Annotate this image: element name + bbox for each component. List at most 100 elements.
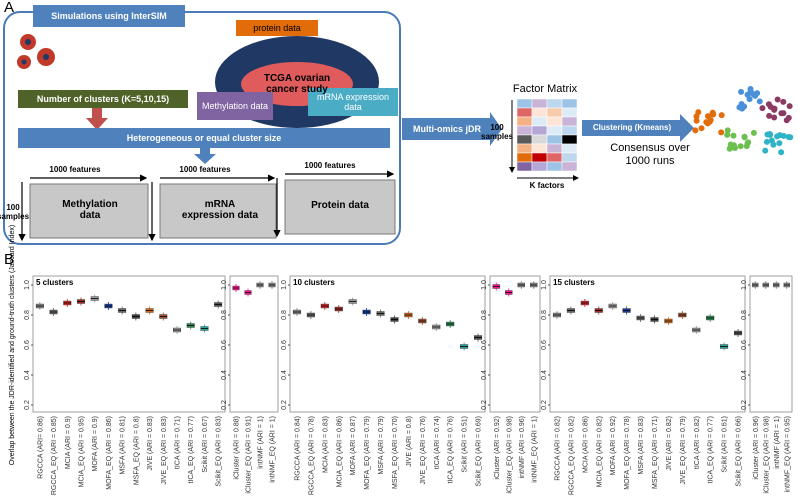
cluster-dot: [741, 134, 748, 141]
x-tick-label: Scikit_EQ (ARI = 0.83): [216, 416, 223, 487]
x-tick-label: tICA (ARI = 0.74): [434, 416, 441, 469]
x-tick-label: RGCCA (ARI = 0.82): [554, 416, 561, 481]
x-tick-label: intNMF_EQ (ARI = 1): [531, 416, 538, 483]
cluster-dot: [730, 142, 737, 149]
x-tick-label: MCIA (ARI = 0.86): [582, 416, 589, 473]
cluster-dot: [695, 109, 702, 116]
x-tick-label: Scikit (ARI = 0.51): [462, 416, 469, 473]
cluster-dot: [692, 127, 699, 134]
x-tick-label: MCIA_EQ (ARI = 0.95): [79, 416, 86, 487]
consensus-label: Consensus over 1000 runs: [610, 142, 690, 167]
cluster-dot: [778, 149, 785, 156]
y-tick-label: 0.6: [281, 340, 288, 350]
cluster-dot: [780, 110, 787, 117]
cluster-dot: [737, 143, 744, 150]
x-tick-label: MSFA (ARI = 0.81): [120, 416, 127, 475]
cluster-dot: [762, 147, 769, 154]
x-tick-label: MOFA_EQ (ARI = 0.86): [106, 416, 113, 490]
x-tick-label: MCIA_EQ (ARI = 0.86): [336, 416, 343, 487]
cluster-dot: [724, 127, 731, 134]
x-tick-label: MSFA_EQ (ARI = 0.71): [652, 416, 659, 489]
sim-box: [33, 5, 185, 27]
data-box-label: Methylation data: [62, 198, 118, 222]
cluster-dot: [750, 129, 757, 136]
data-box-label: Protein data: [311, 200, 369, 212]
y-tick-label: 0.2: [541, 400, 548, 410]
cluster-dot: [759, 105, 766, 112]
x-tick-label: RGCCA (ARI= 0.86): [37, 416, 44, 479]
sim-label: Simulations using InterSIM: [51, 10, 167, 21]
x-tick-label: RGCCA_EQ (ARI = 0.85): [51, 416, 58, 495]
panel-label: B: [4, 251, 15, 269]
y-tick-label: 0.6: [481, 340, 488, 350]
x-tick-label: MOFA (ARI = 0.92): [610, 416, 617, 475]
y-tick-label: 0.4: [741, 370, 748, 380]
jdr-arrow: [402, 112, 502, 146]
y-tick-label: 0.2: [221, 400, 228, 410]
cluster-dot: [776, 140, 783, 147]
hetero-banner: [18, 128, 390, 148]
cluster-dots: [692, 85, 794, 156]
plot-frame: [289, 275, 486, 413]
y-tick-label: 0.4: [221, 370, 228, 380]
clustering-label: Clustering (Kmeans): [592, 123, 672, 133]
data-box-label: mRNA expression data: [181, 198, 259, 222]
cluster-dot: [768, 137, 775, 144]
cluster-dot: [780, 98, 787, 105]
y-tick-label: 0.8: [24, 310, 31, 320]
y-tick-label: 1.0: [541, 280, 548, 290]
protein-box: [236, 20, 318, 36]
x-tick-label: MOFA (ARI = 0.87): [350, 416, 357, 475]
x-tick-label: iCluster (ARI = 0.92): [494, 416, 501, 480]
x-tick-label: RGCCA_EQ (ARI = 0.78): [308, 416, 315, 495]
x-tick-label: iCluster_EQ (ARI = 0.91): [246, 416, 253, 494]
gear-centers: [21, 39, 49, 65]
x-tick-label: MOFA_EQ (ARI = 0.79): [364, 416, 371, 490]
x-tick-label: MSFA_EQ (ARI = 0.70): [392, 416, 399, 489]
methylation-label: Methylation data: [201, 100, 269, 111]
x-tick-label: RGCCA_EQ (ARI = 0.82): [568, 416, 575, 495]
y-tick-label: 0.4: [281, 370, 288, 380]
y-tick-label: 0.6: [221, 340, 228, 350]
mrna-box: [308, 88, 398, 116]
x-tick-label: tICA (ARI = 0.82): [694, 416, 701, 469]
y-tick-label: 0.4: [24, 370, 31, 380]
features-label: 1000 features: [179, 165, 231, 175]
cluster-dot: [774, 133, 781, 140]
x-tick-label: tICA_EQ (ARI = 0.76): [448, 416, 455, 484]
x-tick-label: iCluster_EQ (ARI = 0.98): [506, 416, 513, 494]
panel-label: A: [4, 0, 15, 17]
factor-label: Factor Matrix: [512, 82, 578, 95]
x-tick-label: Scikit_EQ (ARI = 0.66): [736, 416, 743, 487]
samples-label: 100 samples: [481, 122, 514, 141]
chart-title: 15 clusters: [553, 278, 595, 287]
tcga-label: TCGA ovarian cancer study: [263, 72, 331, 96]
nclusters-box: [18, 90, 188, 108]
mrna-label: mRNA expression data: [316, 91, 390, 112]
y-tick-label: 0.2: [281, 400, 288, 410]
x-tick-label: MCIA (ARI = 0.83): [322, 416, 329, 473]
cluster-dot: [693, 117, 700, 124]
nclusters-label: Number of clusters (K=5,10,15): [36, 93, 170, 104]
clustering-arrow: [582, 114, 694, 142]
x-tick-label: Scikit (ARI = 0.67): [202, 416, 209, 473]
y-tick-label: 0.8: [481, 310, 488, 320]
jdr-label: Multi-omics jDR: [412, 123, 481, 134]
x-tick-label: MSFA (ARI = 0.83): [638, 416, 645, 475]
cluster-dot: [752, 92, 759, 99]
cluster-dot: [774, 96, 781, 103]
x-tick-label: JIVE (ARI = 0.82): [666, 416, 673, 471]
y-axis-label: Overlap between the JDR-identified and g…: [9, 225, 16, 465]
features-label: 1000 features: [49, 165, 101, 175]
x-tick-label: MSFA (ARI = 0.79): [378, 416, 385, 475]
cluster-dot: [785, 114, 792, 121]
methylation-box: [197, 92, 273, 120]
cluster-dot: [730, 132, 737, 139]
arrow-down: [86, 108, 108, 130]
cluster-dot: [710, 111, 717, 118]
y-tick-label: 0.6: [741, 340, 748, 350]
cluster-dot: [766, 112, 773, 119]
protein-label: protein data: [253, 22, 301, 33]
